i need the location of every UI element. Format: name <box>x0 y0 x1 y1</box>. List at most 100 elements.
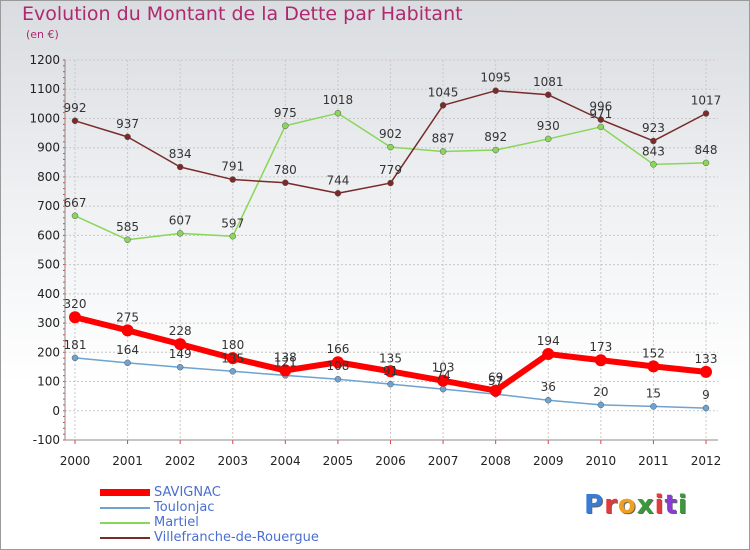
data-point <box>229 176 236 183</box>
data-point <box>545 91 552 99</box>
data-label: 667 <box>64 196 87 210</box>
series-layer <box>69 87 712 412</box>
data-label: 744 <box>326 173 349 187</box>
legend-label: Toulonjac <box>154 500 215 515</box>
data-point <box>387 143 394 151</box>
y-tick-label: 600 <box>37 228 60 242</box>
data-label: 173 <box>589 340 612 354</box>
data-label: 194 <box>537 334 560 348</box>
logo-letter: x <box>636 490 655 520</box>
data-point <box>702 404 710 412</box>
data-point <box>545 396 552 404</box>
data-label: 791 <box>221 160 244 174</box>
x-tick-label: 2004 <box>270 454 301 468</box>
legend-label: SAVIGNAC <box>154 485 221 500</box>
data-point <box>647 360 660 373</box>
logo-letter: r <box>604 490 618 520</box>
y-tick-label: 1100 <box>29 82 60 96</box>
x-tick-label: 2009 <box>533 454 564 468</box>
y-tick-label: 300 <box>37 316 60 330</box>
x-tick-label: 2008 <box>480 454 511 468</box>
x-tick-label: 2012 <box>691 454 722 468</box>
x-tick-label: 2010 <box>586 454 617 468</box>
x-tick-label: 2002 <box>165 454 196 468</box>
data-point <box>71 117 79 125</box>
data-label: 164 <box>116 343 139 357</box>
data-label: 121 <box>274 355 297 369</box>
data-label: 597 <box>221 216 244 230</box>
y-tick-label: 900 <box>37 141 60 155</box>
data-point <box>121 324 134 337</box>
y-tick-label: 1200 <box>29 53 60 67</box>
data-label: 103 <box>432 361 455 375</box>
logo-letter: o <box>617 490 637 520</box>
logo-letter: i <box>677 490 688 520</box>
data-label: 992 <box>64 101 87 115</box>
x-tick-label: 2007 <box>428 454 459 468</box>
data-label: 69 <box>488 371 503 385</box>
data-point <box>545 135 552 143</box>
data-label: 1018 <box>323 93 354 107</box>
data-label: 1081 <box>533 75 564 89</box>
data-point <box>650 161 657 168</box>
data-point <box>124 236 131 244</box>
data-label: 834 <box>169 147 192 161</box>
data-point <box>176 363 184 371</box>
axis-layer: -100 0 100 200 300 400 500 600 700 800 900 1000 1100… <box>29 53 721 468</box>
data-point <box>334 109 342 117</box>
legend-label: Martiel <box>154 515 199 530</box>
y-tick-label: 100 <box>37 375 60 389</box>
data-point <box>174 338 187 351</box>
legend-label: Villefranche-de-Rouergue <box>154 530 319 545</box>
logo-letter: i <box>654 490 665 520</box>
data-label: 996 <box>589 100 612 114</box>
legend-swatch <box>100 489 150 496</box>
y-tick-label: -100 <box>33 433 60 447</box>
data-point <box>492 87 499 94</box>
data-point <box>229 368 236 375</box>
data-label: 74 <box>435 369 450 383</box>
data-point <box>282 122 289 130</box>
data-label: 36 <box>541 380 556 394</box>
x-tick-label: 2001 <box>112 454 143 468</box>
data-label: 902 <box>379 127 402 141</box>
data-label: 607 <box>169 213 192 227</box>
data-label: 15 <box>646 386 661 400</box>
y-tick-label: 200 <box>37 345 60 359</box>
data-point <box>439 148 447 155</box>
data-point <box>650 137 657 145</box>
data-label: 892 <box>484 130 507 144</box>
data-label: 9 <box>702 388 710 402</box>
data-point <box>176 230 184 237</box>
data-label: 133 <box>695 352 718 366</box>
data-point <box>334 190 342 197</box>
data-point <box>71 212 79 220</box>
data-point <box>702 159 710 167</box>
data-label: 887 <box>432 131 455 145</box>
chart-unit: (en €) <box>26 28 59 41</box>
data-point <box>71 354 79 362</box>
legend-swatch <box>100 507 150 509</box>
data-point <box>492 146 499 154</box>
data-point <box>69 311 81 324</box>
data-label: 971 <box>589 107 612 121</box>
data-label: 1045 <box>428 85 459 99</box>
data-point <box>597 123 605 131</box>
data-point <box>439 102 447 109</box>
data-point <box>700 365 712 378</box>
data-label: 166 <box>326 342 349 356</box>
y-tick-label: 500 <box>37 258 60 272</box>
data-point <box>542 348 555 361</box>
data-point <box>489 384 502 397</box>
logo-letter: P <box>584 490 605 520</box>
data-label: 975 <box>274 106 297 120</box>
data-label: 91 <box>383 364 398 378</box>
data-label: 585 <box>116 220 139 234</box>
data-point <box>597 116 605 123</box>
data-label: 135 <box>379 351 402 365</box>
data-label: 848 <box>695 143 718 157</box>
data-label: 108 <box>326 359 349 373</box>
data-label: 135 <box>221 351 244 365</box>
data-point <box>702 110 710 117</box>
